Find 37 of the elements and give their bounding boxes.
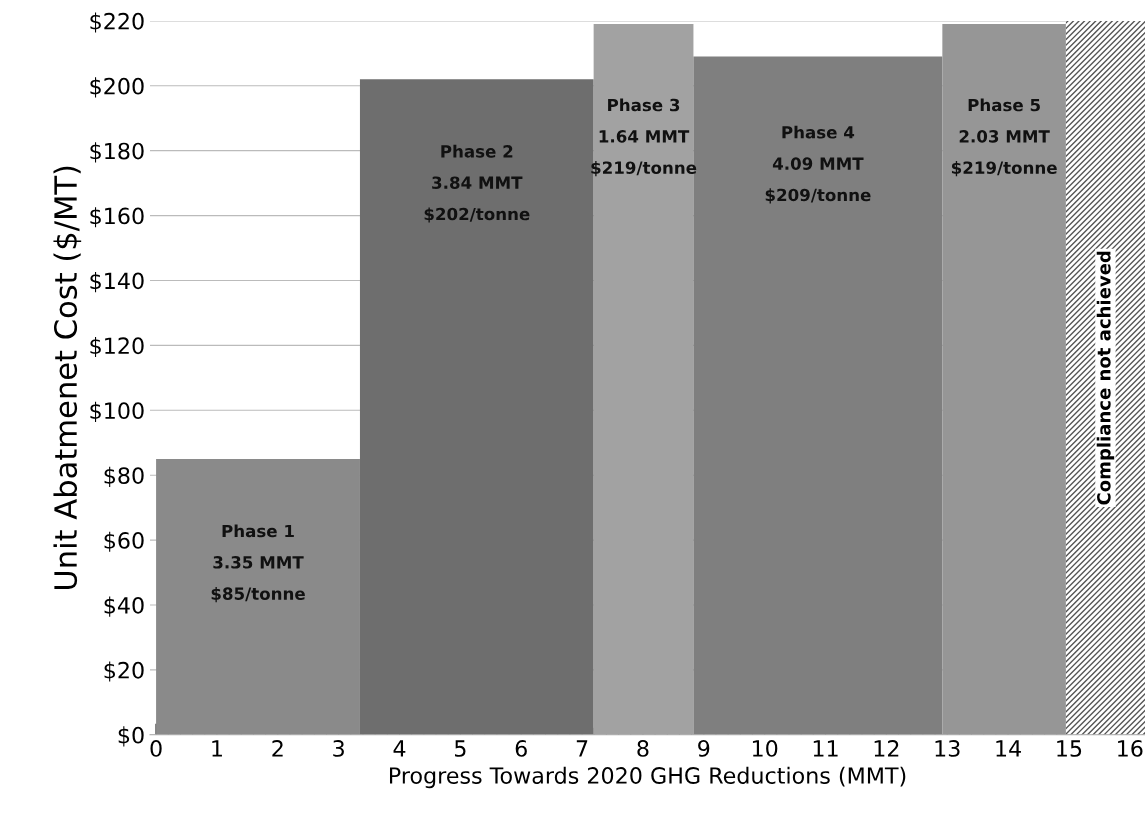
y-tick-label: $220: [90, 12, 144, 33]
x-tick-label: 6: [515, 740, 527, 757]
x-tick-label: 7: [576, 740, 588, 757]
x-tick-label: 4: [393, 740, 406, 757]
y-tick-label: $160: [90, 207, 144, 228]
y-tick-label: $200: [90, 77, 144, 98]
band-label: Compliance not achieved: [1096, 251, 1115, 505]
x-tick-label: 14: [996, 740, 1021, 757]
x-tick-label: 5: [455, 740, 466, 757]
y-axis-title: Unit Abatmenet Cost ($/MT): [53, 166, 82, 589]
x-tick-label: 0: [150, 740, 162, 757]
y-tick-label: $140: [90, 272, 144, 293]
x-tick-label: 10: [752, 740, 778, 757]
y-tick-label: $120: [90, 336, 144, 358]
annotation: Phase 1 3.35 MMT $85/tonne: [211, 524, 305, 603]
annotation: Phase 2 3.84 MMT $202/tonne: [424, 144, 530, 223]
x-tick-label: 2: [272, 740, 283, 757]
x-tick-label: 12: [874, 740, 899, 757]
x-tick-label: 8: [637, 740, 649, 757]
x-tick-label: 1: [212, 740, 222, 757]
x-tick-label: 9: [698, 740, 710, 757]
annotation: Phase 5 2.03 MMT $219/tonne: [951, 98, 1057, 177]
x-tick-label: 11: [813, 740, 838, 757]
y-tick-label: $80: [104, 466, 144, 487]
y-tick-label: $60: [104, 531, 144, 552]
x-tick-label: 15: [1057, 740, 1082, 757]
y-tick-label: $180: [90, 142, 144, 163]
y-tick-label: $20: [104, 661, 144, 682]
y-tick-label: $0: [118, 726, 144, 747]
annotation: Phase 4 4.09 MMT $209/tonne: [765, 125, 871, 204]
annotation: Phase 3 1.64 MMT $219/tonne: [591, 98, 697, 177]
x-tick-label: 3: [333, 740, 344, 757]
y-tick-label: $100: [90, 401, 144, 422]
y-tick-label: $40: [104, 596, 144, 617]
x-axis-title: Progress Towards 2020 GHG Reductions (MMT): [389, 766, 906, 789]
x-tick-label: 16: [1118, 740, 1143, 757]
x-tick-label: 13: [935, 740, 960, 757]
